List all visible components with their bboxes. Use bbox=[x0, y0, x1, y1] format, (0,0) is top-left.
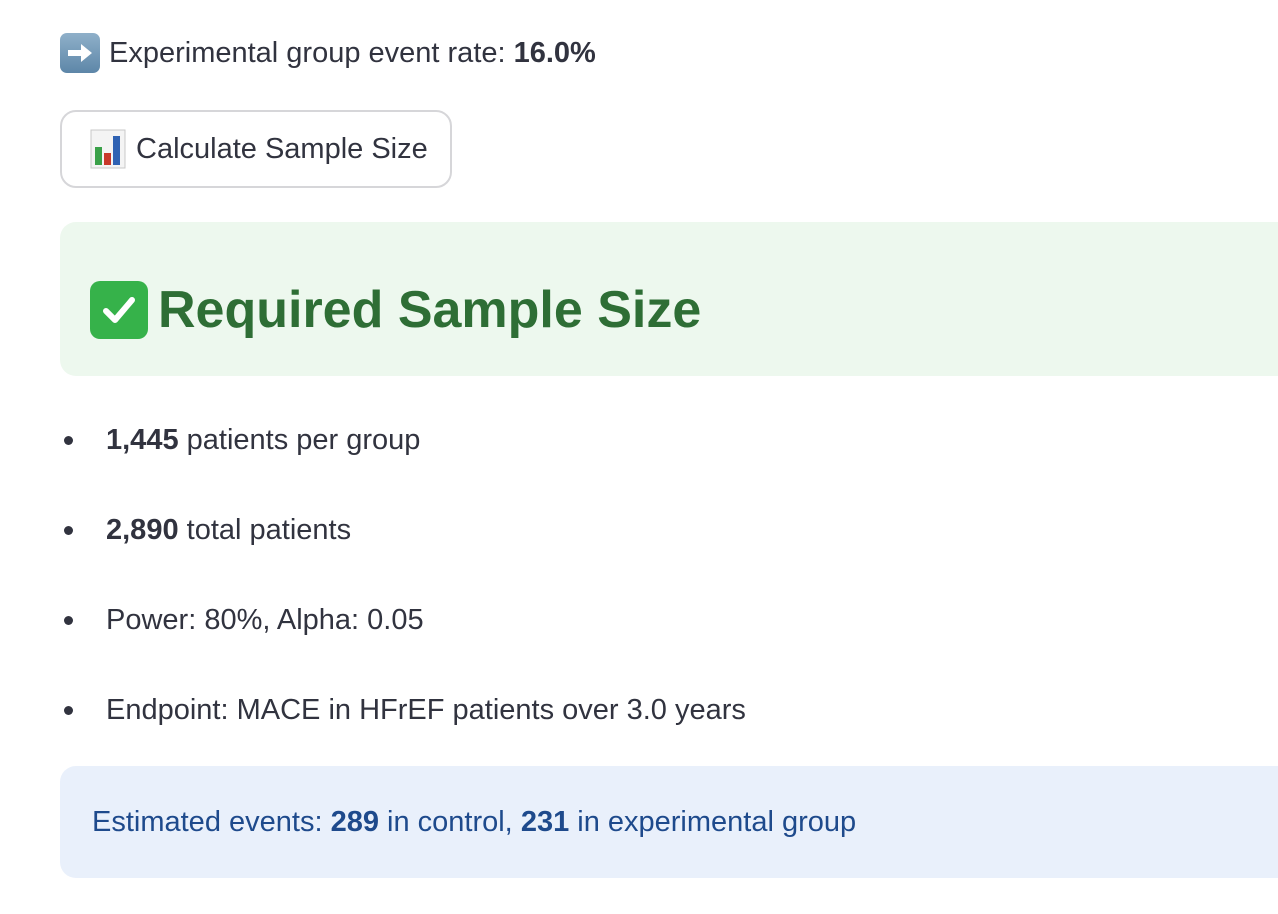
bar-chart-icon bbox=[90, 129, 126, 169]
experimental-events-count: 231 bbox=[520, 805, 570, 838]
calculate-sample-size-button[interactable]: Calculate Sample Size bbox=[60, 110, 452, 188]
experimental-rate-line: Experimental group event rate: 16.0% bbox=[60, 32, 596, 74]
endpoint-text: Endpoint: MACE in HFrEF patients over 3.… bbox=[106, 693, 746, 726]
bullet-icon bbox=[64, 705, 73, 715]
estimated-events-box: Estimated events: 289 in control, 231 in… bbox=[60, 766, 1278, 878]
experimental-events-label: in experimental group bbox=[577, 805, 857, 838]
control-events-count: 289 bbox=[330, 805, 379, 838]
power-alpha-text: Power: 80%, Alpha: 0.05 bbox=[106, 603, 424, 636]
estimated-events-prefix: Estimated events: bbox=[92, 805, 323, 838]
right-arrow-icon bbox=[60, 33, 100, 73]
calculate-button-label: Calculate Sample Size bbox=[136, 132, 428, 165]
total-patients-value: 2,890 bbox=[106, 513, 179, 546]
success-title: Required Sample Size bbox=[90, 280, 701, 340]
list-item: Power: 80%, Alpha: 0.05 bbox=[60, 590, 746, 650]
check-mark-icon bbox=[90, 281, 148, 339]
total-patients-label: total patients bbox=[186, 513, 352, 546]
control-events-label: in control, bbox=[387, 805, 513, 838]
success-box: Required Sample Size bbox=[60, 222, 1278, 376]
bullet-icon bbox=[64, 435, 73, 445]
success-title-text: Required Sample Size bbox=[158, 281, 702, 339]
bullet-icon bbox=[64, 615, 73, 625]
list-item: Endpoint: MACE in HFrEF patients over 3.… bbox=[60, 680, 746, 740]
patients-per-group-label: patients per group bbox=[186, 423, 421, 456]
bullet-icon bbox=[64, 525, 73, 535]
list-item: 1,445 patients per group bbox=[60, 410, 746, 470]
list-item: 2,890 total patients bbox=[60, 500, 746, 560]
patients-per-group-value: 1,445 bbox=[106, 423, 179, 456]
results-list: 1,445 patients per group 2,890 total pat… bbox=[60, 410, 746, 770]
experimental-rate-label: Experimental group event rate: bbox=[109, 37, 506, 69]
experimental-rate-value: 16.0% bbox=[513, 37, 596, 69]
